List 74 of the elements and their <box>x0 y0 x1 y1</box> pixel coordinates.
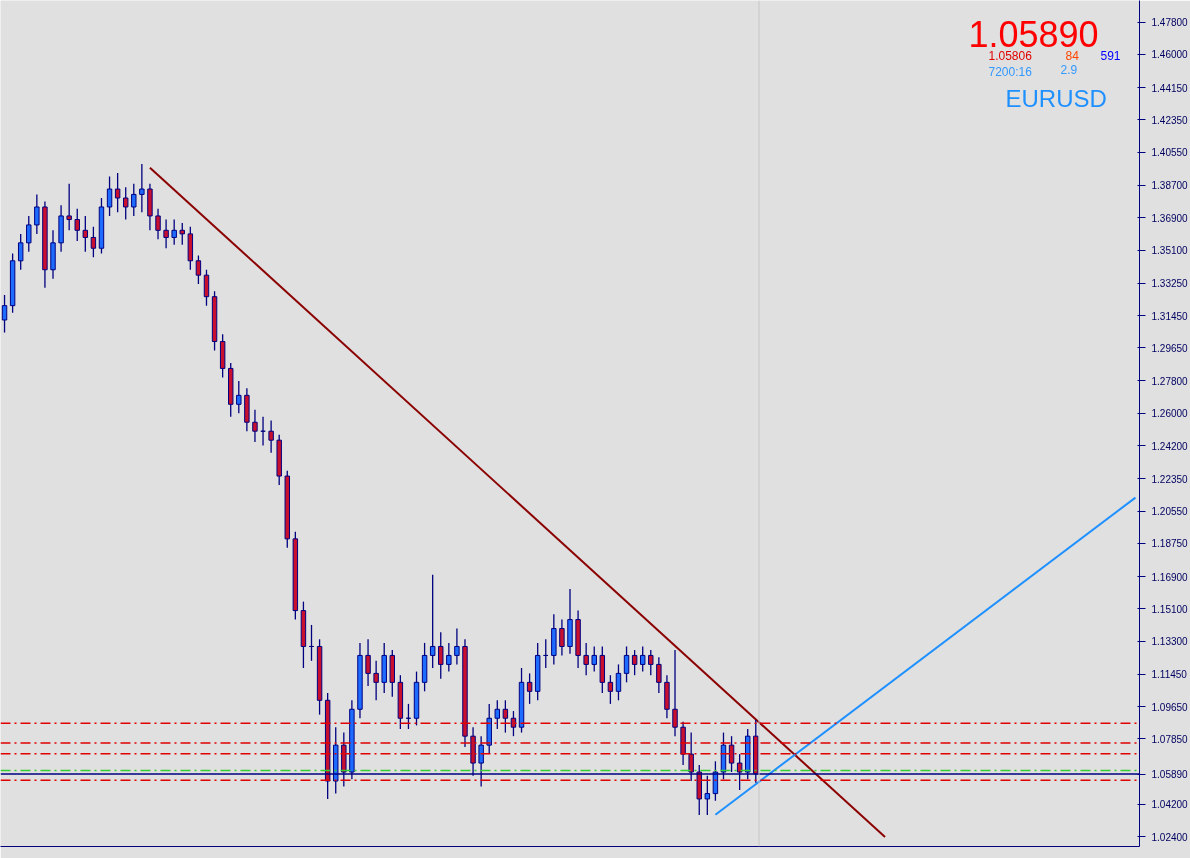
candlestick <box>82 215 89 253</box>
candlestick <box>429 574 436 669</box>
candlestick <box>583 642 589 676</box>
annotation: 591 <box>1100 48 1121 63</box>
candlestick <box>615 663 622 701</box>
y-tick-label: 1.33250 <box>1151 278 1189 290</box>
y-tick-label: 1.15100 <box>1151 603 1189 615</box>
y-tick-label: 1.40550 <box>1151 147 1189 159</box>
candlestick <box>131 183 137 217</box>
candlestick <box>607 674 614 705</box>
candlestick <box>623 645 630 684</box>
candlestick <box>236 380 242 414</box>
y-tick-label: 1.16900 <box>1151 571 1189 583</box>
candlestick <box>26 215 32 253</box>
y-tick-label: 1.35100 <box>1151 245 1189 257</box>
candlestick <box>268 419 274 454</box>
y-tick-label: 1.24200 <box>1151 440 1189 452</box>
y-tick-label: 1.27800 <box>1151 375 1189 387</box>
candlestick <box>446 642 452 673</box>
candlestick <box>179 222 185 246</box>
y-tick-label: 1.05890 <box>1151 769 1189 781</box>
annotation: 2.9 <box>1060 62 1078 77</box>
candlestick <box>656 656 662 694</box>
candlestick <box>1 294 8 334</box>
candlestick <box>66 183 72 231</box>
annotation: 84 <box>1065 48 1080 63</box>
candlestick <box>171 218 177 246</box>
candlestick <box>34 193 40 235</box>
y-tick-label: 1.09650 <box>1151 701 1189 713</box>
candlestick <box>163 218 169 249</box>
candlestick <box>252 409 258 443</box>
y-tick-label: 1.36900 <box>1151 212 1189 224</box>
y-tick-label: 1.29650 <box>1151 342 1189 354</box>
candlestick <box>526 672 533 705</box>
y-tick-label: 1.38700 <box>1151 180 1189 192</box>
candlestick <box>365 638 371 687</box>
y-tick-label: 1.20550 <box>1151 506 1189 518</box>
y-tick-label: 1.02400 <box>1151 831 1189 843</box>
candlestick <box>139 163 145 214</box>
candlestick <box>591 645 597 673</box>
y-tick-label: 1.46000 <box>1151 49 1189 61</box>
candlestick <box>122 186 129 221</box>
candlestick <box>106 175 113 217</box>
y-tick-label: 1.18750 <box>1151 538 1189 550</box>
y-tick-label: 1.13300 <box>1151 636 1189 648</box>
candlestick <box>631 649 638 676</box>
candlestick <box>502 699 509 734</box>
candlestick <box>74 208 80 242</box>
candlestick <box>494 699 501 730</box>
y-tick-label: 1.44150 <box>1151 82 1189 94</box>
candlestick <box>648 649 654 676</box>
annotation: EURUSD <box>1005 84 1107 112</box>
candlestick <box>17 233 24 271</box>
candlestick <box>672 649 678 737</box>
y-tick-label: 1.11450 <box>1151 669 1188 681</box>
candlestick <box>155 208 161 240</box>
annotation: 7200:16 <box>988 64 1033 79</box>
y-tick-label: 1.42350 <box>1151 114 1189 126</box>
y-tick-label: 1.22350 <box>1151 473 1189 485</box>
y-tick-label: 1.07850 <box>1151 733 1189 745</box>
y-tick-label: 1.04200 <box>1151 799 1189 811</box>
candlestick <box>90 226 97 258</box>
candlestick <box>454 627 460 666</box>
y-tick-label: 1.26000 <box>1151 408 1189 420</box>
candlestick <box>510 710 517 737</box>
candlestick <box>639 645 646 673</box>
candlestick <box>203 269 210 307</box>
candlestick <box>559 618 565 657</box>
candlestick <box>195 254 202 285</box>
y-tick-label: 1.47800 <box>1151 17 1189 29</box>
candlestick <box>114 172 121 214</box>
candlestick <box>373 660 379 701</box>
candlestick <box>438 631 444 680</box>
y-tick-label: 1.31450 <box>1151 310 1189 322</box>
